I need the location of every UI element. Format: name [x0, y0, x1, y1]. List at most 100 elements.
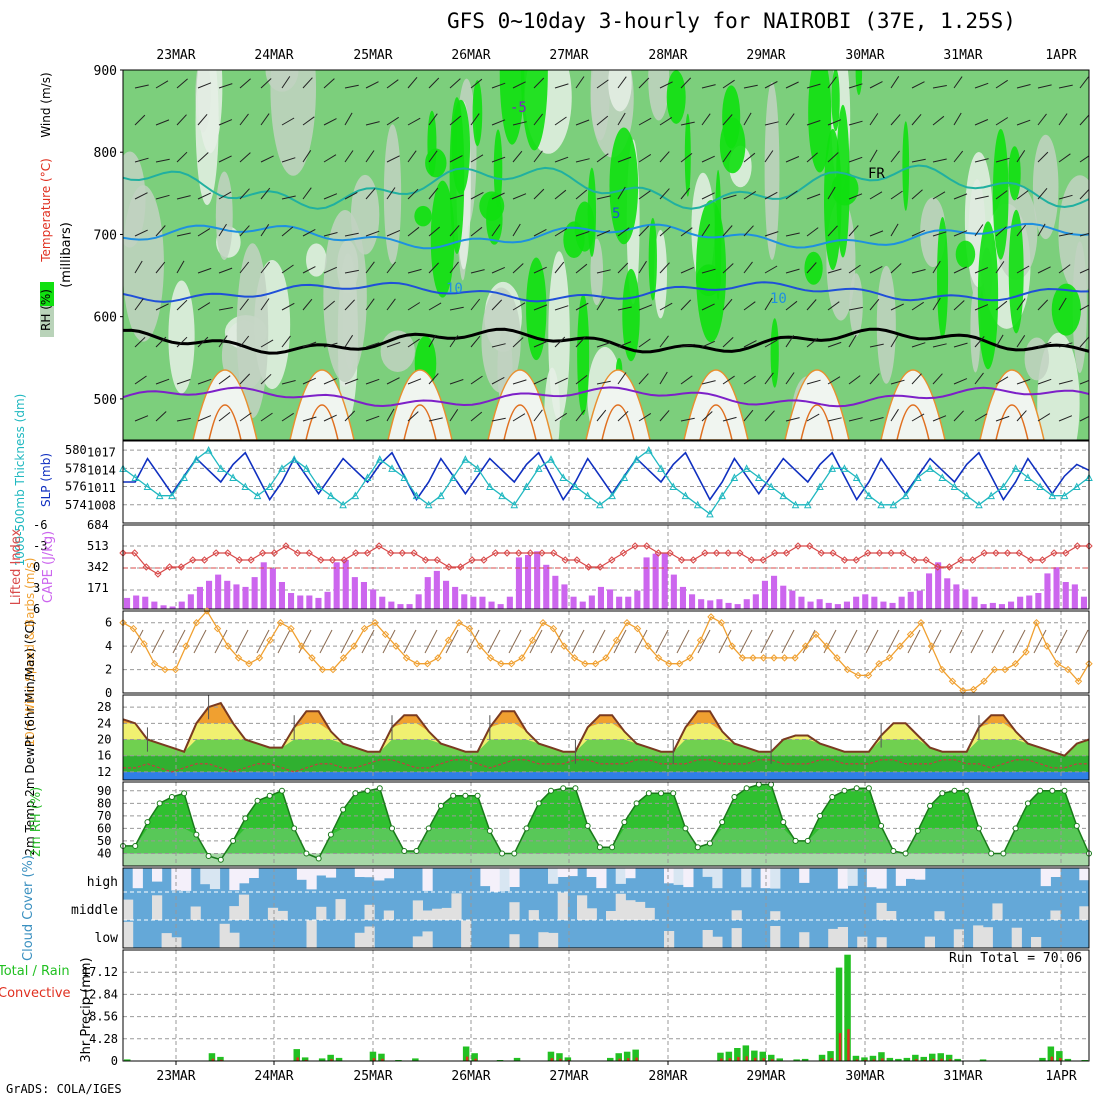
- wind-barb: [302, 341, 317, 348]
- cloud-cell: [635, 901, 646, 920]
- rh-moist-region: [977, 221, 999, 370]
- cape-bar: [306, 595, 313, 609]
- thickness-marker: [669, 482, 678, 491]
- surface-wind-barb: [319, 629, 333, 654]
- wind-speed-marker: [570, 654, 579, 662]
- cloud-cell: [364, 904, 375, 920]
- cape-bar: [634, 590, 641, 609]
- cape-bar: [570, 596, 577, 609]
- thickness-marker: [644, 445, 653, 454]
- lifted-index-marker: [154, 570, 162, 578]
- convective-bar: [304, 1059, 308, 1061]
- lifted-index-marker: [177, 563, 185, 571]
- wind-speed-marker: [182, 642, 190, 650]
- wind-barb: [470, 154, 484, 163]
- convective-bar: [932, 1058, 935, 1061]
- cloud-cell: [451, 893, 462, 920]
- wind-barb: [701, 192, 715, 200]
- cape-bar: [506, 596, 513, 609]
- wind-barb: [659, 116, 673, 126]
- wind-barb: [953, 342, 968, 348]
- thickness-marker: [547, 455, 555, 463]
- cape-bar: [515, 557, 522, 609]
- wind-barb: [1079, 304, 1089, 311]
- wind-barb: [365, 298, 375, 311]
- thickness-marker: [498, 491, 506, 500]
- lifted-index-tick: -6: [33, 518, 47, 532]
- wind-barb: [1037, 413, 1051, 422]
- rh-marker: [768, 781, 775, 788]
- wind-barb: [995, 157, 1010, 163]
- wind-speed-marker: [938, 665, 946, 674]
- rh-marker: [706, 840, 713, 847]
- wind-barb: [323, 232, 338, 237]
- wind-barb: [533, 150, 543, 163]
- wind-barb: [512, 193, 527, 200]
- wind-barb: [995, 300, 1008, 311]
- wind-speed-marker: [770, 654, 778, 662]
- thickness-marker: [155, 491, 164, 500]
- wind-barb: [281, 335, 291, 348]
- rh-moist-region: [520, 70, 548, 151]
- thickness-marker: [278, 464, 286, 472]
- rh-marker: [878, 822, 885, 829]
- thickness-marker: [987, 491, 995, 500]
- lifted-index-marker: [1015, 549, 1023, 557]
- precip-bar: [623, 1051, 631, 1061]
- cape-bar: [889, 602, 896, 609]
- wind-barb: [470, 298, 481, 311]
- date-tick-bottom: 30MAR: [845, 1069, 884, 1084]
- wind-barb: [281, 226, 294, 237]
- surface-wind-barb: [1033, 629, 1047, 654]
- warm-contour: [896, 404, 930, 440]
- wind-barb: [785, 232, 800, 237]
- surface-wind-barb: [949, 629, 963, 654]
- wind-speed-marker: [245, 660, 253, 668]
- thickness-marker: [596, 500, 604, 509]
- wind-barb: [680, 417, 695, 422]
- wind-speed-marker: [980, 677, 988, 685]
- rh-moist-region: [563, 221, 585, 259]
- convective-bar: [474, 1058, 477, 1061]
- wind-barb: [827, 268, 842, 274]
- wind-barb: [869, 230, 884, 237]
- surface-wind-barb: [193, 629, 207, 654]
- wind-speed-axis-label: 10m Wind Speed & Barbs (m/s): [23, 558, 37, 747]
- rh-marker: [816, 812, 823, 819]
- convective-bar: [838, 1033, 842, 1061]
- cloud-cell: [1011, 927, 1022, 948]
- thickness-marker: [131, 473, 140, 481]
- cape-bar: [497, 604, 504, 609]
- wind-barb: [743, 190, 757, 200]
- precip-bar: [861, 1057, 868, 1061]
- wind-speed-marker: [759, 654, 768, 662]
- lifted-index-marker: [538, 549, 546, 557]
- rh-band-low: [123, 853, 1089, 866]
- lifted-index-marker: [375, 542, 383, 550]
- surface-wind-barb: [676, 629, 690, 654]
- wind-barb: [743, 112, 752, 126]
- lifted-index-marker: [1062, 549, 1070, 557]
- cape-bar: [206, 580, 213, 609]
- wind-barb: [575, 375, 588, 385]
- wind-barb: [239, 261, 250, 274]
- wind-barb: [176, 114, 187, 126]
- rh-moist-region: [937, 216, 949, 339]
- rh-marker: [927, 802, 934, 809]
- thickness-marker: [877, 500, 885, 509]
- wind-barb: [302, 228, 316, 237]
- cloud-cell: [702, 868, 713, 877]
- rh-dry-region: [265, 70, 299, 92]
- wind-barb: [722, 416, 737, 422]
- panel-frame: [122, 867, 1090, 949]
- wind-barb: [554, 305, 569, 311]
- wind-speed-marker: [371, 619, 379, 627]
- wind-barb: [218, 267, 233, 274]
- wind-barb: [239, 335, 250, 348]
- rh-tick: 50: [97, 834, 111, 848]
- wind-barb: [197, 415, 212, 422]
- wind-barb: [617, 227, 630, 237]
- wind-speed-marker: [812, 630, 820, 639]
- wind-barb: [218, 412, 231, 422]
- surface-wind-barb: [718, 629, 732, 654]
